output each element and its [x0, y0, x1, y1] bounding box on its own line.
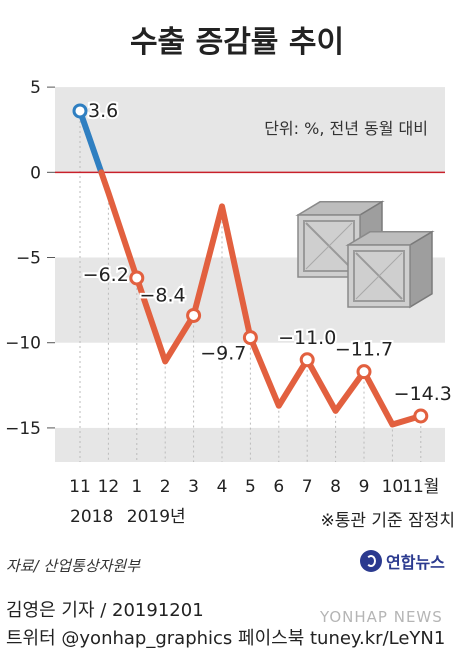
crate-brace-2: [305, 222, 353, 270]
data-label: −8.4: [139, 284, 185, 306]
data-label: −11.7: [335, 339, 393, 361]
x-tick-label: 1: [131, 477, 142, 497]
data-point-8: [299, 352, 315, 368]
crate-frame: [353, 250, 405, 302]
x-tick-label: 10: [382, 477, 404, 497]
unit-note: 단위: %, 전년 동월 대비: [264, 119, 428, 138]
x-tick-label: 11월: [402, 477, 439, 497]
crates-illustration: [295, 200, 435, 309]
yonhap-logo: 연합뉴스: [360, 548, 445, 574]
social-line: 트위터 @yonhap_graphics 페이스북 tuney.kr/LeYN1: [6, 628, 446, 649]
data-point-2: [129, 270, 145, 286]
data-point-6: [242, 330, 258, 346]
x-tick-label: 5: [245, 477, 256, 497]
crate-side: [409, 230, 433, 309]
data-label: −6.2: [83, 264, 129, 286]
segment-positive: [77, 107, 105, 176]
x-tick-label: 4: [217, 477, 228, 497]
byline: 김영은 기자 / 20191201: [6, 600, 204, 621]
y-tick-label: 5: [30, 78, 41, 98]
x-tick-label: 3: [188, 477, 199, 497]
vertical-guides: [79, 110, 422, 462]
y-tick-label: 0: [30, 163, 41, 183]
data-point-0: [72, 103, 88, 119]
y-tick-label: −15: [5, 419, 41, 439]
data-label: −14.3: [394, 383, 452, 405]
x-tick-label: 2: [160, 477, 171, 497]
logo-text: 연합뉴스: [386, 553, 445, 572]
data-point-4: [186, 307, 202, 323]
data-point-10: [356, 364, 372, 380]
y-tick-label: −10: [5, 334, 41, 354]
band-0: [55, 87, 445, 173]
x-tick-label: 7: [302, 477, 313, 497]
x-tick-label: 6: [273, 477, 284, 497]
x-tick-label: 9: [359, 477, 370, 497]
y-axis: 5 0 −5 −10 −15: [5, 78, 445, 439]
yonhap-logo-icon: [360, 550, 382, 572]
x-tick-label: 11: [69, 477, 91, 497]
x-tick-label: 12: [98, 477, 120, 497]
year-labels: 2018 2019년: [70, 507, 186, 527]
y-tick-label: −5: [16, 249, 41, 269]
data-label: −9.7: [200, 343, 246, 365]
data-label: −11.0: [278, 327, 336, 349]
x-tick-label: 8: [330, 477, 341, 497]
data-labels: 3.6 −6.2 −8.4 −9.7 −11.0−11.7−14.3: [81, 98, 454, 407]
year-label: 2019년: [127, 507, 186, 527]
watermark: YONHAP NEWS: [320, 608, 443, 626]
crate-front-box: [345, 230, 435, 309]
source-text: 자료/ 산업통상자원부: [6, 557, 141, 575]
data-point-12: [413, 408, 429, 424]
data-points: [72, 103, 429, 424]
footnote: ※통관 기준 잠정치: [320, 511, 455, 531]
chart-title: 수출 증감률 추이: [130, 25, 344, 60]
chart: 수출 증감률 추이 단위: %, 전년 동월 대비 5 0 −5 −10 −15 3.6…: [5, 25, 455, 531]
crate-brace-2: [355, 252, 403, 300]
data-label: 3.6: [88, 100, 118, 122]
year-label: 2018: [70, 507, 113, 527]
